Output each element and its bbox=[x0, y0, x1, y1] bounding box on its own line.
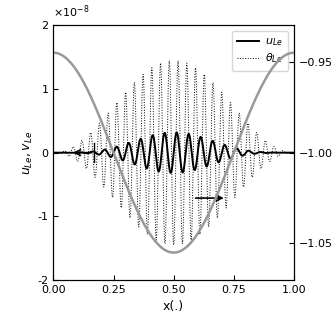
X-axis label: x(.): x(.) bbox=[163, 300, 184, 313]
$\theta_{Le}$ bbox=[172, 243, 176, 247]
$u_{Le}$ bbox=[64, 151, 68, 155]
$\theta_{Le}$ bbox=[176, 59, 180, 63]
$u_{Le}$ bbox=[285, 151, 289, 155]
$u_{Le}$ bbox=[162, 132, 166, 136]
$u_{Le}$ bbox=[168, 171, 172, 175]
$\theta_{Le}$ bbox=[241, 183, 245, 186]
Y-axis label: $u_{Le}, v_{Le}$: $u_{Le}, v_{Le}$ bbox=[22, 130, 35, 175]
$u_{Le}$ bbox=[169, 171, 173, 175]
$u_{Le}$ bbox=[292, 151, 296, 155]
Text: $\times10^{-8}$: $\times10^{-8}$ bbox=[53, 4, 90, 20]
$\theta_{Le}$ bbox=[285, 151, 289, 155]
Line: $u_{Le}$: $u_{Le}$ bbox=[53, 132, 294, 173]
Legend: $u_{Le}$, $\theta_{Le}$: $u_{Le}$, $\theta_{Le}$ bbox=[232, 31, 288, 71]
$\theta_{Le}$ bbox=[285, 151, 289, 155]
$\theta_{Le}$ bbox=[51, 151, 55, 155]
$u_{Le}$ bbox=[241, 154, 245, 157]
$\theta_{Le}$ bbox=[162, 222, 166, 225]
$u_{Le}$ bbox=[51, 151, 55, 155]
$\theta_{Le}$ bbox=[168, 84, 172, 88]
$\theta_{Le}$ bbox=[64, 149, 68, 153]
$u_{Le}$ bbox=[175, 130, 179, 134]
Line: $\theta_{Le}$: $\theta_{Le}$ bbox=[53, 61, 294, 245]
$u_{Le}$ bbox=[285, 151, 289, 155]
$\theta_{Le}$ bbox=[292, 151, 296, 155]
